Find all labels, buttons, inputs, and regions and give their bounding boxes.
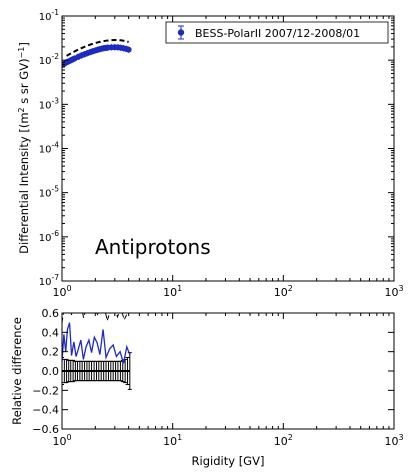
y-tick-label: 10-7 <box>39 273 59 288</box>
y-tick-label: −0.2 <box>32 384 59 397</box>
x-tick-label: 100 <box>52 433 71 448</box>
y-tick-label: 10-1 <box>39 8 59 23</box>
intensity-panel: 100 101 102 103 10-7 10-6 10-5 10-4 10-3 10-2 10-1… <box>17 8 404 299</box>
legend-box <box>165 21 389 44</box>
y-axis-label-intensity: Differential Intensity [(m2 s sr GV)−1] <box>17 42 31 254</box>
legend: BESS-PolarII 2007/12-2008/01 <box>165 21 389 44</box>
annotation-antiprotons: Antiprotons <box>95 235 211 259</box>
legend-label-bess: BESS-PolarII 2007/12-2008/01 <box>195 27 360 40</box>
relative-difference-dashed-line <box>62 313 128 323</box>
x-tick-label: 100 <box>52 284 71 299</box>
intensity-model-dashed-line <box>66 39 129 57</box>
y-tick-label: −0.6 <box>32 423 59 436</box>
y-tick-label: −0.4 <box>32 404 59 417</box>
y-tick-label: 10-4 <box>39 141 59 156</box>
y-tick-label: 0.0 <box>42 365 60 378</box>
x-axis-label-rigidity: Rigidity [GV] <box>192 454 265 468</box>
x-tick-label: 101 <box>163 284 182 299</box>
y-tick-label: 0.6 <box>42 307 60 320</box>
relative-difference-plot-frame <box>61 312 395 430</box>
relative-difference-panel: 100 101 102 103 −0.6 −0.4 −0.2 0.0 0.2 0.4 0.6 Rel… <box>10 307 404 468</box>
x-tick-label: 103 <box>384 284 403 299</box>
relative-difference-blue-line <box>62 322 131 364</box>
y-tick-label: 10-3 <box>39 96 59 111</box>
legend-point-marker <box>177 29 185 36</box>
y-tick-label: 10-6 <box>39 229 59 244</box>
y-tick-label: 0.2 <box>42 346 60 359</box>
x-tick-label: 101 <box>163 433 182 448</box>
y-tick-label: 0.4 <box>42 326 60 339</box>
x-tick-label: 102 <box>274 284 293 299</box>
intensity-data-point <box>125 46 132 53</box>
y-tick-label: 10-5 <box>39 185 59 200</box>
y-tick-label: 10-2 <box>39 52 59 67</box>
x-tick-label: 103 <box>384 433 403 448</box>
x-tick-label: 102 <box>274 433 293 448</box>
y-axis-label-relative-difference: Relative difference <box>10 317 24 425</box>
intensity-plot-frame <box>61 15 395 282</box>
